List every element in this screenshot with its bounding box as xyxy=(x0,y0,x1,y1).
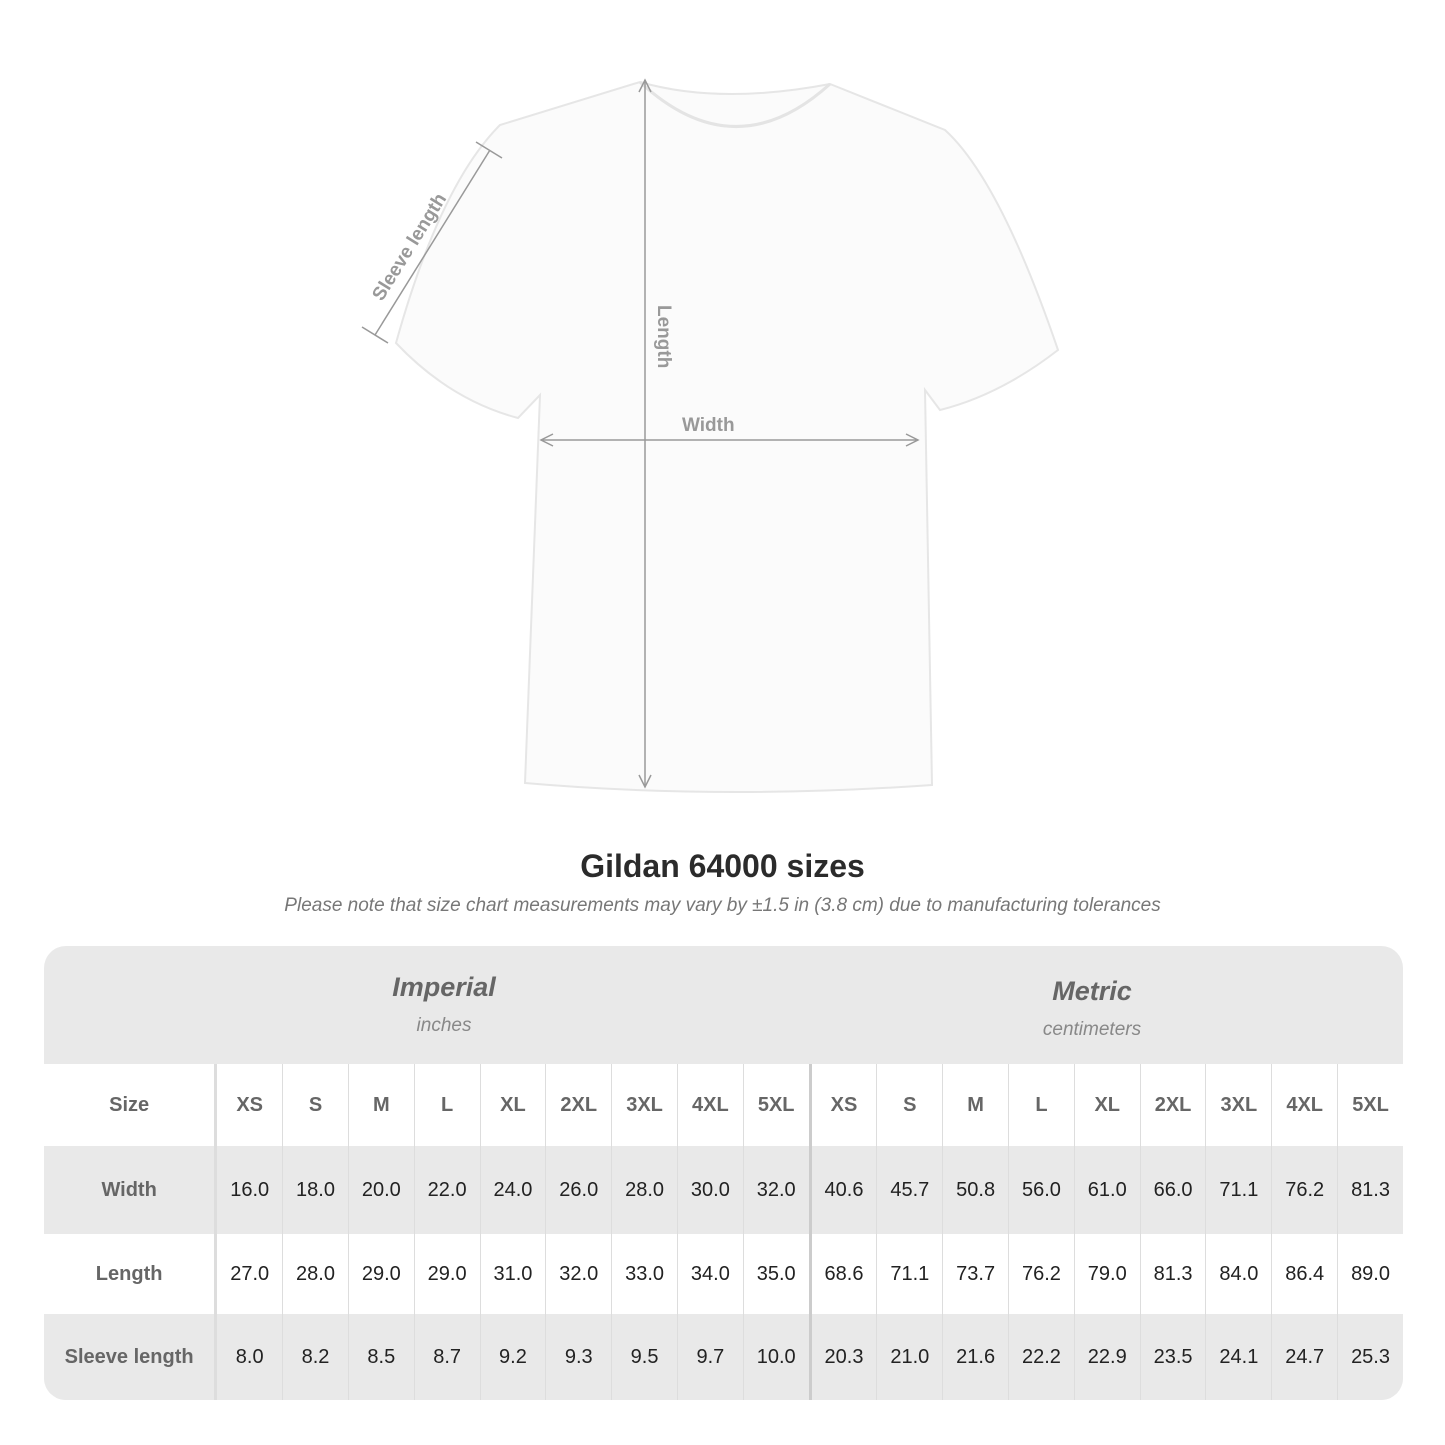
metric-value: 84.0 xyxy=(1205,1234,1272,1314)
imperial-value: 31.0 xyxy=(479,1234,546,1314)
imperial-size-3xl: 3XL xyxy=(611,1064,678,1146)
metric-size-xs: XS xyxy=(808,1064,877,1146)
width-label: Width xyxy=(682,415,735,436)
metric-value: 45.7 xyxy=(876,1146,943,1234)
metric-size-l: L xyxy=(1008,1064,1075,1146)
metric-value: 68.6 xyxy=(808,1234,877,1314)
imperial-unit: inches xyxy=(416,1015,472,1036)
metric-value: 22.2 xyxy=(1008,1314,1075,1400)
imperial-size-s: S xyxy=(282,1064,349,1146)
imperial-value: 29.0 xyxy=(347,1234,415,1314)
imperial-value: 34.0 xyxy=(676,1234,744,1314)
imperial-value: 30.0 xyxy=(676,1146,744,1234)
imperial-value: 22.0 xyxy=(413,1146,481,1234)
row-label: Sleeve length xyxy=(44,1314,218,1400)
metric-size-2xl: 2XL xyxy=(1139,1064,1206,1146)
metric-value: 76.2 xyxy=(1271,1146,1338,1234)
metric-value: 21.6 xyxy=(942,1314,1009,1400)
imperial-value: 26.0 xyxy=(545,1146,612,1234)
imperial-value: 8.2 xyxy=(282,1314,349,1400)
metric-value: 22.9 xyxy=(1073,1314,1141,1400)
measurement-lines xyxy=(361,78,920,789)
imperial-value: 9.7 xyxy=(676,1314,744,1400)
metric-value: 50.8 xyxy=(942,1146,1009,1234)
table-row: Sleeve length 8.0 8.2 8.5 8.7 9.2 9.3 9.5 9.7 10.… xyxy=(44,1314,1403,1400)
metric-value: 56.0 xyxy=(1008,1146,1075,1234)
row-label: Width xyxy=(44,1146,218,1234)
metric-value: 81.3 xyxy=(1337,1146,1403,1234)
metric-size-m: M xyxy=(942,1064,1009,1146)
metric-value: 71.1 xyxy=(876,1234,943,1314)
metric-value: 66.0 xyxy=(1139,1146,1206,1234)
imperial-value: 16.0 xyxy=(215,1146,283,1234)
metric-value: 24.7 xyxy=(1271,1314,1338,1400)
imperial-size-xs: XS xyxy=(215,1064,283,1146)
imperial-size-2xl: 2XL xyxy=(545,1064,612,1146)
metric-value: 24.1 xyxy=(1205,1314,1272,1400)
imperial-value: 8.0 xyxy=(215,1314,283,1400)
metric-value: 73.7 xyxy=(942,1234,1009,1314)
length-label: Length xyxy=(653,305,674,368)
imperial-title: Imperial xyxy=(392,972,496,1002)
metric-value: 25.3 xyxy=(1337,1314,1403,1400)
row-label: Length xyxy=(44,1234,218,1314)
imperial-value: 32.0 xyxy=(545,1234,612,1314)
tshirt-diagram: Sleeve length Length Width xyxy=(361,78,1060,794)
imperial-value: 28.0 xyxy=(282,1234,349,1314)
metric-value: 76.2 xyxy=(1008,1234,1075,1314)
imperial-size-xl: XL xyxy=(479,1064,546,1146)
imperial-value: 9.5 xyxy=(611,1314,678,1400)
metric-value: 81.3 xyxy=(1139,1234,1206,1314)
metric-title: Metric xyxy=(1052,976,1132,1006)
imperial-header: Imperial inches xyxy=(216,972,672,1037)
imperial-value: 9.3 xyxy=(545,1314,612,1400)
metric-value: 89.0 xyxy=(1337,1234,1403,1314)
metric-size-4xl: 4XL xyxy=(1271,1064,1338,1146)
tshirt-image xyxy=(394,80,1060,794)
imperial-size-m: M xyxy=(347,1064,415,1146)
metric-value: 20.3 xyxy=(808,1314,877,1400)
size-table-card: Imperial inches Metric centimeters Size X… xyxy=(44,946,1403,1400)
imperial-size-5xl: 5XL xyxy=(742,1064,811,1146)
metric-value: 21.0 xyxy=(876,1314,943,1400)
imperial-value: 10.0 xyxy=(742,1314,811,1400)
table-row: Width 16.0 18.0 20.0 22.0 24.0 26.0 28.0 30.0 32.… xyxy=(44,1146,1403,1234)
metric-value: 61.0 xyxy=(1073,1146,1141,1234)
metric-value: 23.5 xyxy=(1139,1314,1206,1400)
metric-size-5xl: 5XL xyxy=(1337,1064,1403,1146)
metric-unit: centimeters xyxy=(1042,1019,1142,1040)
tolerance-note: Please note that size chart measurements… xyxy=(284,895,1161,916)
metric-value: 86.4 xyxy=(1271,1234,1338,1314)
metric-header: Metric centimeters xyxy=(864,976,1320,1041)
imperial-value: 32.0 xyxy=(742,1146,811,1234)
imperial-value: 20.0 xyxy=(347,1146,415,1234)
metric-value: 71.1 xyxy=(1205,1146,1272,1234)
size-header: Size xyxy=(44,1064,218,1146)
table-row: Length 27.0 28.0 29.0 29.0 31.0 32.0 33.0 34.0 35… xyxy=(44,1234,1403,1314)
imperial-value: 33.0 xyxy=(611,1234,678,1314)
imperial-value: 9.2 xyxy=(479,1314,546,1400)
imperial-value: 29.0 xyxy=(413,1234,481,1314)
imperial-value: 27.0 xyxy=(215,1234,283,1314)
metric-value: 79.0 xyxy=(1073,1234,1141,1314)
imperial-value: 28.0 xyxy=(611,1146,678,1234)
metric-size-3xl: 3XL xyxy=(1205,1064,1272,1146)
imperial-value: 24.0 xyxy=(479,1146,546,1234)
page-title: Gildan 64000 sizes xyxy=(580,848,865,884)
header-row: Size XS S M L XL 2XL 3XL 4XL 5XL XS S M L XL 2XL 3XL 4XL 5… xyxy=(44,1064,1403,1146)
imperial-size-4xl: 4XL xyxy=(676,1064,744,1146)
imperial-value: 8.5 xyxy=(347,1314,415,1400)
size-table: Size XS S M L XL 2XL 3XL 4XL 5XL XS S M L XL 2XL 3XL 4XL 5… xyxy=(44,1064,1403,1400)
imperial-value: 18.0 xyxy=(282,1146,349,1234)
imperial-value: 8.7 xyxy=(413,1314,481,1400)
imperial-value: 35.0 xyxy=(742,1234,811,1314)
metric-size-xl: XL xyxy=(1073,1064,1141,1146)
metric-value: 40.6 xyxy=(808,1146,877,1234)
metric-size-s: S xyxy=(876,1064,943,1146)
imperial-size-l: L xyxy=(413,1064,481,1146)
